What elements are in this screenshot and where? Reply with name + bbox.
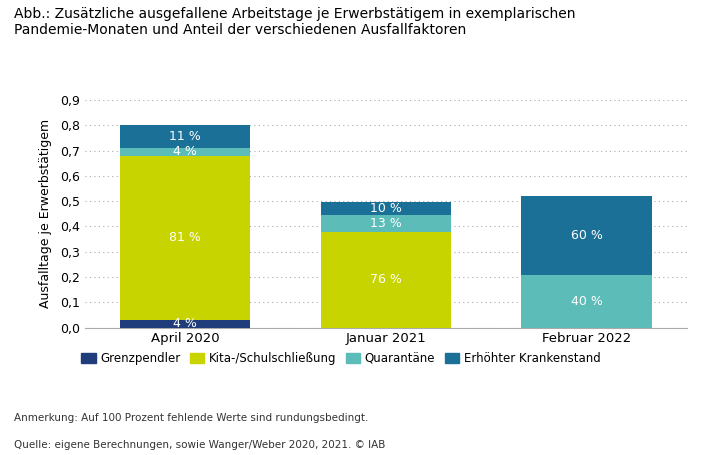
Text: 76 %: 76 % <box>370 273 402 286</box>
Text: 13 %: 13 % <box>370 217 401 230</box>
Bar <box>120 147 251 156</box>
Text: Quelle: eigene Berechnungen, sowie Wanger/Weber 2020, 2021. © IAB: Quelle: eigene Berechnungen, sowie Wange… <box>14 440 386 450</box>
Bar <box>321 202 451 215</box>
Bar <box>120 319 251 328</box>
Text: Anmerkung: Auf 100 Prozent fehlende Werte sind rundungsbedingt.: Anmerkung: Auf 100 Prozent fehlende Wert… <box>14 413 369 423</box>
Bar <box>321 232 451 328</box>
Legend: Grenzpendler, Kita-/Schulschließung, Quarantäne, Erhöhter Krankenstand: Grenzpendler, Kita-/Schulschließung, Qua… <box>76 347 605 369</box>
Text: 81 %: 81 % <box>169 231 201 244</box>
Bar <box>521 275 651 328</box>
Text: 11 %: 11 % <box>169 130 201 143</box>
Bar <box>521 196 651 275</box>
Text: 4 %: 4 % <box>173 317 198 330</box>
Bar <box>120 156 251 319</box>
Text: 4 %: 4 % <box>173 145 198 158</box>
Y-axis label: Ausfalltage je Erwerbstätigem: Ausfalltage je Erwerbstätigem <box>39 119 52 308</box>
Text: 60 %: 60 % <box>571 229 603 242</box>
Bar <box>321 215 451 232</box>
Text: 10 %: 10 % <box>370 202 402 215</box>
Text: 40 %: 40 % <box>571 295 603 308</box>
Bar <box>120 126 251 147</box>
Text: Abb.: Zusätzliche ausgefallene Arbeitstage je Erwerbstätigem in exemplarischen
P: Abb.: Zusätzliche ausgefallene Arbeitsta… <box>14 7 576 37</box>
